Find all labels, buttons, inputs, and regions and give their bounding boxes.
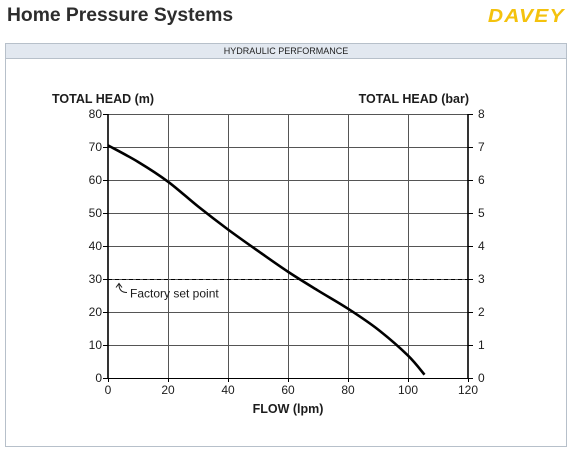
y-tick-label: 50 <box>89 206 103 220</box>
y-tick-label: 80 <box>89 107 103 121</box>
y2-tick-label: 4 <box>478 239 485 253</box>
panel-heading: HYDRAULIC PERFORMANCE <box>6 44 566 59</box>
y-tick-label: 40 <box>89 239 103 253</box>
ticks-layer: 0 20 40 60 80 100 1200102030405060708001234567… <box>89 107 485 397</box>
y2-tick-label: 0 <box>478 371 485 385</box>
curve-layer <box>107 144 426 376</box>
x-tick-label: 20 <box>161 383 175 397</box>
y2-tick-label: 1 <box>478 338 485 352</box>
y2-tick-label: 7 <box>478 140 485 154</box>
x-tick-label: 100 <box>398 383 418 397</box>
set-point-label: Factory set point <box>130 287 219 301</box>
pump-curve <box>107 144 426 376</box>
set-point-arrow <box>115 282 128 293</box>
x-tick-label: 80 <box>341 383 355 397</box>
page-title: Home Pressure Systems <box>7 5 234 26</box>
grid-layer <box>108 114 468 378</box>
brand-logo: DAVEY <box>488 5 565 27</box>
y-tick-label: 60 <box>89 173 103 187</box>
y-tick-label: 20 <box>89 305 103 319</box>
x-tick-label: 60 <box>281 383 295 397</box>
y-tick-label: 10 <box>89 338 103 352</box>
x-tick-label: 40 <box>221 383 235 397</box>
y2-tick-label: 2 <box>478 305 485 319</box>
y2-tick-label: 5 <box>478 206 485 220</box>
brand-logo-text: DAVEY <box>488 6 565 26</box>
x-tick-label: 120 <box>458 383 478 397</box>
hydraulic-performance-panel: HYDRAULIC PERFORMANCE <box>5 43 567 447</box>
y2-axis-title: TOTAL HEAD (bar) <box>359 92 469 106</box>
y-tick-label: 70 <box>89 140 103 154</box>
y-axis-title: TOTAL HEAD (m) <box>52 92 154 106</box>
x-tick-label: 0 <box>105 383 112 397</box>
y2-tick-label: 3 <box>478 272 485 286</box>
x-axis-title: FLOW (lpm) <box>253 402 324 416</box>
y-tick-label: 30 <box>89 272 103 286</box>
y2-tick-label: 6 <box>478 173 485 187</box>
y-tick-label: 0 <box>95 371 102 385</box>
y2-tick-label: 8 <box>478 107 485 121</box>
